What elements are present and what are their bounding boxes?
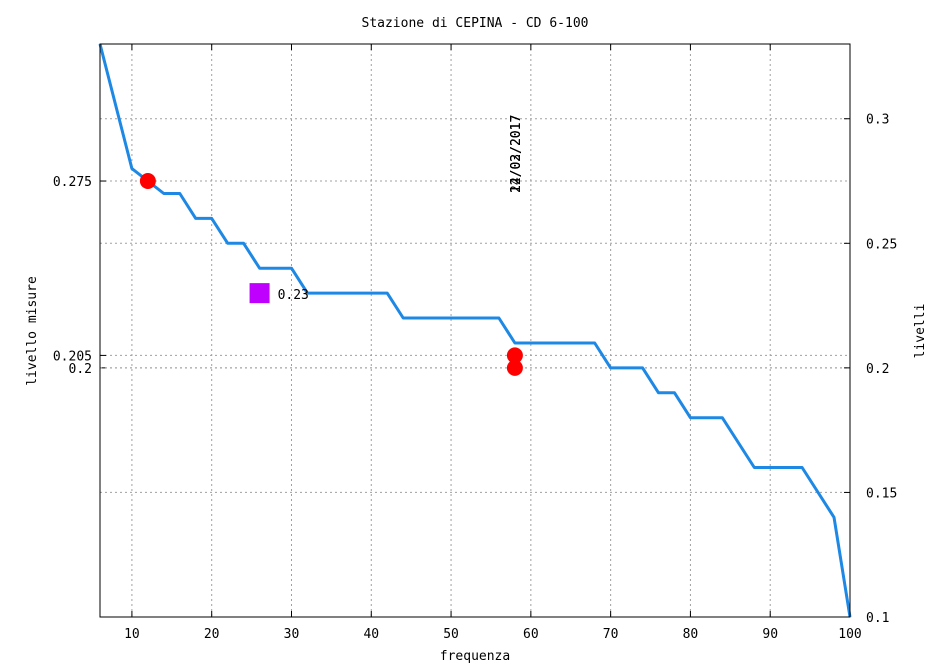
y-tick-label-left: 0.275 xyxy=(53,175,92,190)
x-tick-label: 50 xyxy=(443,627,459,642)
x-tick-label: 20 xyxy=(204,627,220,642)
x-tick-label: 30 xyxy=(284,627,300,642)
x-tick-label: 60 xyxy=(523,627,539,642)
x-tick-label: 80 xyxy=(683,627,699,642)
y-tick-label-right: 0.15 xyxy=(866,486,897,501)
measured-point xyxy=(139,173,156,190)
date-label: 12/03/2017 xyxy=(509,115,524,193)
date-label: 24/02/2017 xyxy=(509,115,524,193)
marker-square xyxy=(249,283,270,304)
marker-label: 0.23 xyxy=(278,288,309,303)
x-tick-label: 10 xyxy=(124,627,140,642)
y-tick-label-right: 0.25 xyxy=(866,237,897,252)
chart-title: Stazione di CEPINA - CD 6-100 xyxy=(362,16,589,31)
y-tick-label-right: 0.1 xyxy=(866,611,889,626)
x-tick-label: 90 xyxy=(762,627,778,642)
plot-frame xyxy=(99,43,851,618)
y-axis-label-left: livello misure xyxy=(25,276,40,386)
x-tick-label: 40 xyxy=(363,627,379,642)
points-layer xyxy=(139,173,523,376)
grid-layer xyxy=(100,44,851,618)
x-tick-label: 100 xyxy=(838,627,861,642)
series-layer xyxy=(98,43,852,618)
series-line xyxy=(98,43,852,618)
x-tick-label: 70 xyxy=(603,627,619,642)
measured-point xyxy=(506,347,523,364)
measured-point xyxy=(506,359,523,376)
date-label: 12/02/2017 xyxy=(509,115,524,193)
x-axis-label: frequenza xyxy=(440,649,510,664)
y-tick-label-right: 0.2 xyxy=(866,362,889,377)
y-tick-label-left: 0.205 xyxy=(53,349,92,364)
y-tick-label-left: 0.2 xyxy=(69,362,92,377)
y-tick-label-right: 0.3 xyxy=(866,113,889,128)
labels-layer: 10 20 30 40 50 60 70 80 90 1000.2750.2050.20.30.2… xyxy=(53,113,897,642)
y-axis-label-right: livelli xyxy=(913,304,928,359)
